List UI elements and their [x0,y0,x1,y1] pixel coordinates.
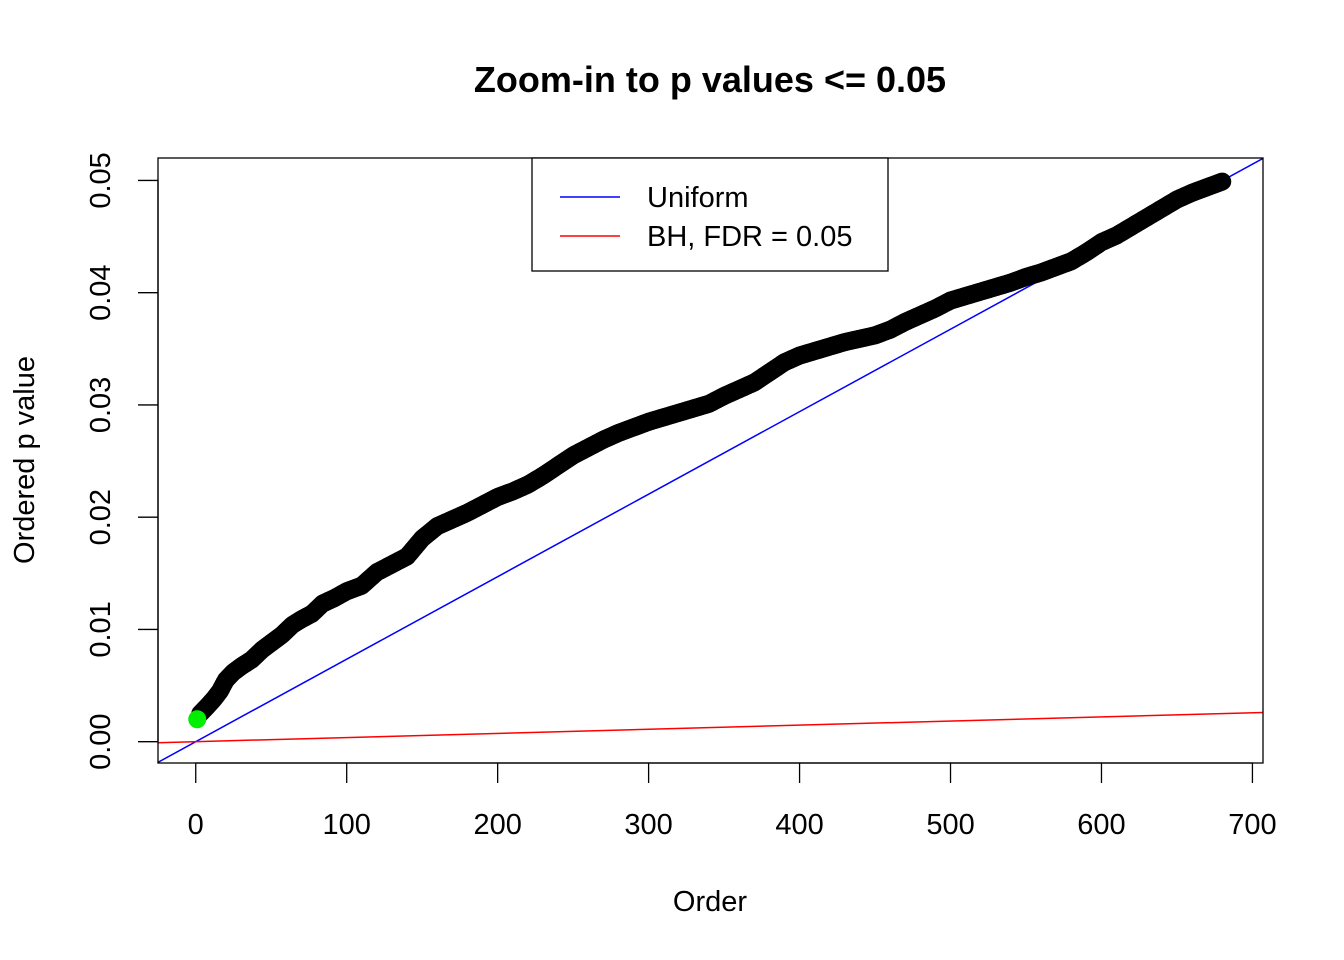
legend-bh-label: BH, FDR = 0.05 [647,221,853,253]
y-axis-label: Ordered p value [9,356,41,564]
y-tick-label: 0.00 [85,713,117,769]
legend: Uniform BH, FDR = 0.05 [531,157,889,272]
data-points [188,172,1232,729]
legend-box [531,157,889,272]
legend-uniform-label: Uniform [647,182,749,214]
reference-line-1 [158,711,1263,744]
y-tick-label: 0.01 [85,601,117,657]
y-tick-label: 0.02 [85,489,117,545]
x-tick-label: 100 [323,809,371,841]
highlight-point [188,710,207,729]
x-tick-label: 300 [624,809,672,841]
x-axis-label: Order [673,886,747,918]
x-axis: 0 100 200 300 400 500 600 700 [188,762,1277,841]
x-tick-label: 500 [926,809,974,841]
y-tick-label: 0.03 [85,377,117,433]
chart-title: Zoom-in to p values <= 0.05 [474,59,946,100]
y-tick-label: 0.05 [85,152,117,208]
x-tick-label: 400 [775,809,823,841]
x-tick-label: 200 [473,809,521,841]
y-axis: 0.00 0.01 0.02 0.03 0.04 0.05 [85,152,159,770]
x-tick-label: 600 [1077,809,1125,841]
y-tick-label: 0.04 [85,264,117,320]
x-tick-label: 700 [1228,809,1276,841]
data-point [1213,172,1232,191]
x-tick-label: 0 [188,809,204,841]
